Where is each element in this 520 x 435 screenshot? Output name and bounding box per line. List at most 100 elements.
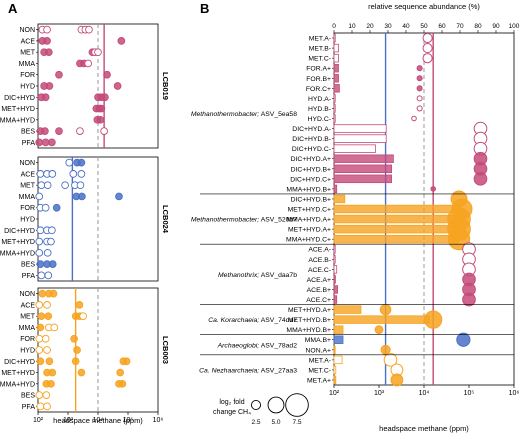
bar-row: MET.A- [309,32,433,44]
methane-circle [416,65,423,72]
row-label: MMA+HYD [0,117,35,124]
subpanel-LCB003: NON ACE MET MMA FOR HYD DIC+HYD MET+HYD MMA+HYD B… [0,287,170,413]
methane-circle [424,310,443,329]
row-label: HYD [20,217,35,224]
data-point [117,37,126,45]
bar-row: DIC+HYD.B+ [291,161,488,176]
bar-row: HYD.A- [308,94,423,103]
abundance-bar [333,134,387,143]
group-label-taxon: Ca. Korarchaeia; [208,317,259,324]
data-point [41,93,50,102]
abundance-bar [333,375,337,385]
methane-circle [374,325,384,335]
data-point [122,357,131,366]
size-legend: log₂ fold change CH₄ 2.5 5.0 7.5 [213,393,309,426]
panel-b: 0 10 20 30 40 50 60 70 80 90 100 10² 10³ 10⁴ 10⁵ 10⁶ MET… [191,23,520,397]
group-label: Ca. Korarchaeia; ASV_74dd7 [208,317,297,324]
row-label: PFA [22,273,36,280]
top-tick-label: 50 [420,23,428,30]
row-label: FOR [20,205,35,212]
row-label: ACE [21,38,36,45]
panel-b-label: B [200,1,209,16]
group-label-asv: ASV_daa7b [259,272,297,279]
data-point [42,391,51,399]
top-tick-label: 60 [438,23,446,30]
data-point [100,127,108,135]
row-label: ACE.A+ [307,277,331,284]
bar-row: ACE.B+ [307,282,476,297]
data-point [94,48,102,57]
bar-row: NON.A+ [306,344,391,355]
abundance-bar [333,104,336,113]
bar-row: MET.A+ [307,373,404,387]
abundance-bar [333,365,337,375]
abundance-bar [333,295,338,304]
abundance-bar [333,94,336,103]
subpanel-LCB024: NON ACE MET MMA FOR HYD DIC+HYD MET+HYD MMA+HYD B… [0,156,170,282]
row-label: BES [21,129,35,136]
bar-row: ACE.C- [308,262,476,277]
row-label: MET.A- [309,36,331,43]
abundance-bar [333,345,336,355]
row-label: DIC+HYD.B+ [291,166,331,173]
bar-row: HYD.C- [308,114,417,123]
data-point [78,192,86,201]
data-point [118,379,127,388]
bar-row: HYD.B- [308,104,423,113]
row-label: NON [19,27,35,34]
group-label-taxon: Methanothermobacter; [191,217,259,224]
row-label: ACE.A- [308,247,331,254]
data-point [35,391,44,399]
row-label: FOR.A+ [306,66,331,73]
abundance-bar [333,43,339,53]
methane-circle [416,75,423,82]
data-point [36,226,45,235]
data-point [36,260,45,268]
bar-row: MET+HYD.B+ [288,310,443,329]
group-label-asv: ASV_78ad2 [259,342,297,349]
subpanel-label: LCB024 [161,205,170,234]
bar-row: ACE.B- [308,252,476,267]
data-point [61,181,69,190]
row-label: HYD [20,84,35,91]
x-tick-label: 10³ [63,417,74,424]
abundance-bar [333,144,376,153]
data-point [48,368,57,377]
x-tick-label: 10⁴ [93,417,104,424]
abundance-bar [333,124,387,133]
row-label: DIC+HYD [4,95,35,102]
data-point [44,271,53,280]
abundance-bar [333,154,394,163]
data-point [43,248,52,257]
data-point [35,237,44,246]
group-label: Archaeoglobi; ASV_78ad2 [217,342,298,349]
row-label: MET [20,314,36,321]
abundance-bar [333,275,336,284]
abundance-bar [333,305,362,314]
row-label: MMA [19,61,36,68]
group-label-taxon: Archaeoglobi; [217,342,260,349]
bar-row: FOR.A+ [306,63,423,73]
row-label: MET.C- [308,367,331,374]
group-label: Methanothermobacter; ASV_520b7 [191,217,297,224]
row-label: PFA [22,404,36,411]
row-label: MMA+HYD.B+ [286,327,331,334]
data-point [70,334,78,343]
group-label: Ca. Nezhaarchaeia; ASV_27aa3 [199,367,297,374]
abundance-bar [333,184,338,194]
abundance-bar [333,234,459,244]
row-label: ACE.B+ [307,287,331,294]
row-label: MET [20,183,36,190]
group-label-asv: ASV_520b7 [259,217,297,224]
row-label: FOR [20,336,35,343]
group-label: Methanothrix; ASV_daa7b [218,272,297,279]
data-point [77,368,86,377]
bar-row: MET.C- [308,53,433,64]
data-point [41,203,50,212]
data-point [37,181,46,190]
abundance-bar [333,285,338,294]
top-tick-label: 90 [492,23,500,30]
row-label: DIC+HYD [4,359,35,366]
data-point [113,82,122,90]
